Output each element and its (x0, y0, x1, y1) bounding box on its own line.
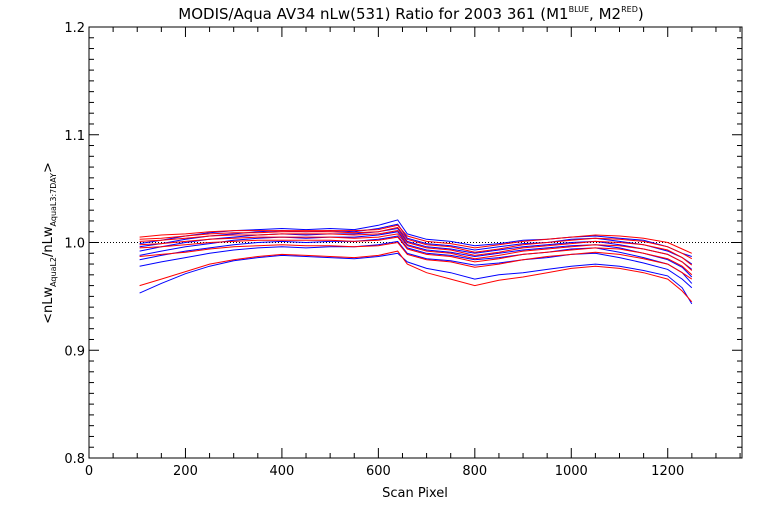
x-tick-label: 400 (269, 464, 294, 479)
y-tick-label: 0.9 (64, 344, 85, 359)
y-axis-label: <nLwAquaL2/nLwAquaL3:7DAY> (41, 162, 58, 324)
y-label-sub-l2: AquaL2 (49, 257, 58, 287)
x-axis-label: Scan Pixel (382, 486, 448, 501)
x-tick-label: 600 (366, 464, 391, 479)
title-superscript-m2: RED (621, 5, 638, 14)
title-middle: , M2 (589, 5, 621, 23)
y-tick-label: 1.1 (64, 129, 85, 144)
title-end: ) (638, 5, 644, 23)
series-line-m2-14 (139, 250, 693, 303)
series-line-m1-4 (139, 231, 693, 278)
series-line-m2-13 (139, 241, 693, 280)
series-line-m2-11 (139, 233, 693, 271)
series-line-m1-3 (139, 227, 693, 270)
series-line-m1-6 (139, 240, 693, 289)
title-main: MODIS/Aqua AV34 nLw(531) Ratio for 2003 … (178, 5, 568, 23)
series-line-m2-12 (139, 236, 693, 276)
axis-layer: 0 200 400 600 800 1000 1200 0.8 0.9 1.0 1.1 1.2 (64, 21, 743, 479)
y-label-open: <nLw (41, 287, 56, 324)
y-label-slash: /nLw (41, 226, 56, 257)
x-tick-label: 1000 (555, 464, 588, 479)
y-tick-label: 1.2 (64, 21, 85, 36)
series-line-m2-10 (139, 230, 693, 266)
title-superscript-m1: BLUE (569, 5, 589, 14)
series-line-m1-5 (139, 235, 693, 284)
y-tick-label: 1.0 (64, 237, 85, 252)
chart-title: MODIS/Aqua AV34 nLw(531) Ratio for 2003 … (178, 5, 643, 23)
x-tick-label: 200 (173, 464, 198, 479)
y-tick-label: 0.8 (64, 452, 85, 467)
series-layer (139, 219, 693, 305)
x-tick-label: 1200 (651, 464, 684, 479)
series-line-m1-2 (139, 223, 693, 265)
series-line-m1-7 (139, 252, 693, 305)
series-line-m2-8 (139, 224, 693, 254)
x-tick-label: 0 (85, 464, 93, 479)
x-tick-label: 800 (462, 464, 487, 479)
y-label-close: > (41, 162, 56, 173)
y-label-sub-l3: AquaL3:7DAY (49, 173, 58, 227)
series-line-m2-9 (139, 226, 693, 260)
